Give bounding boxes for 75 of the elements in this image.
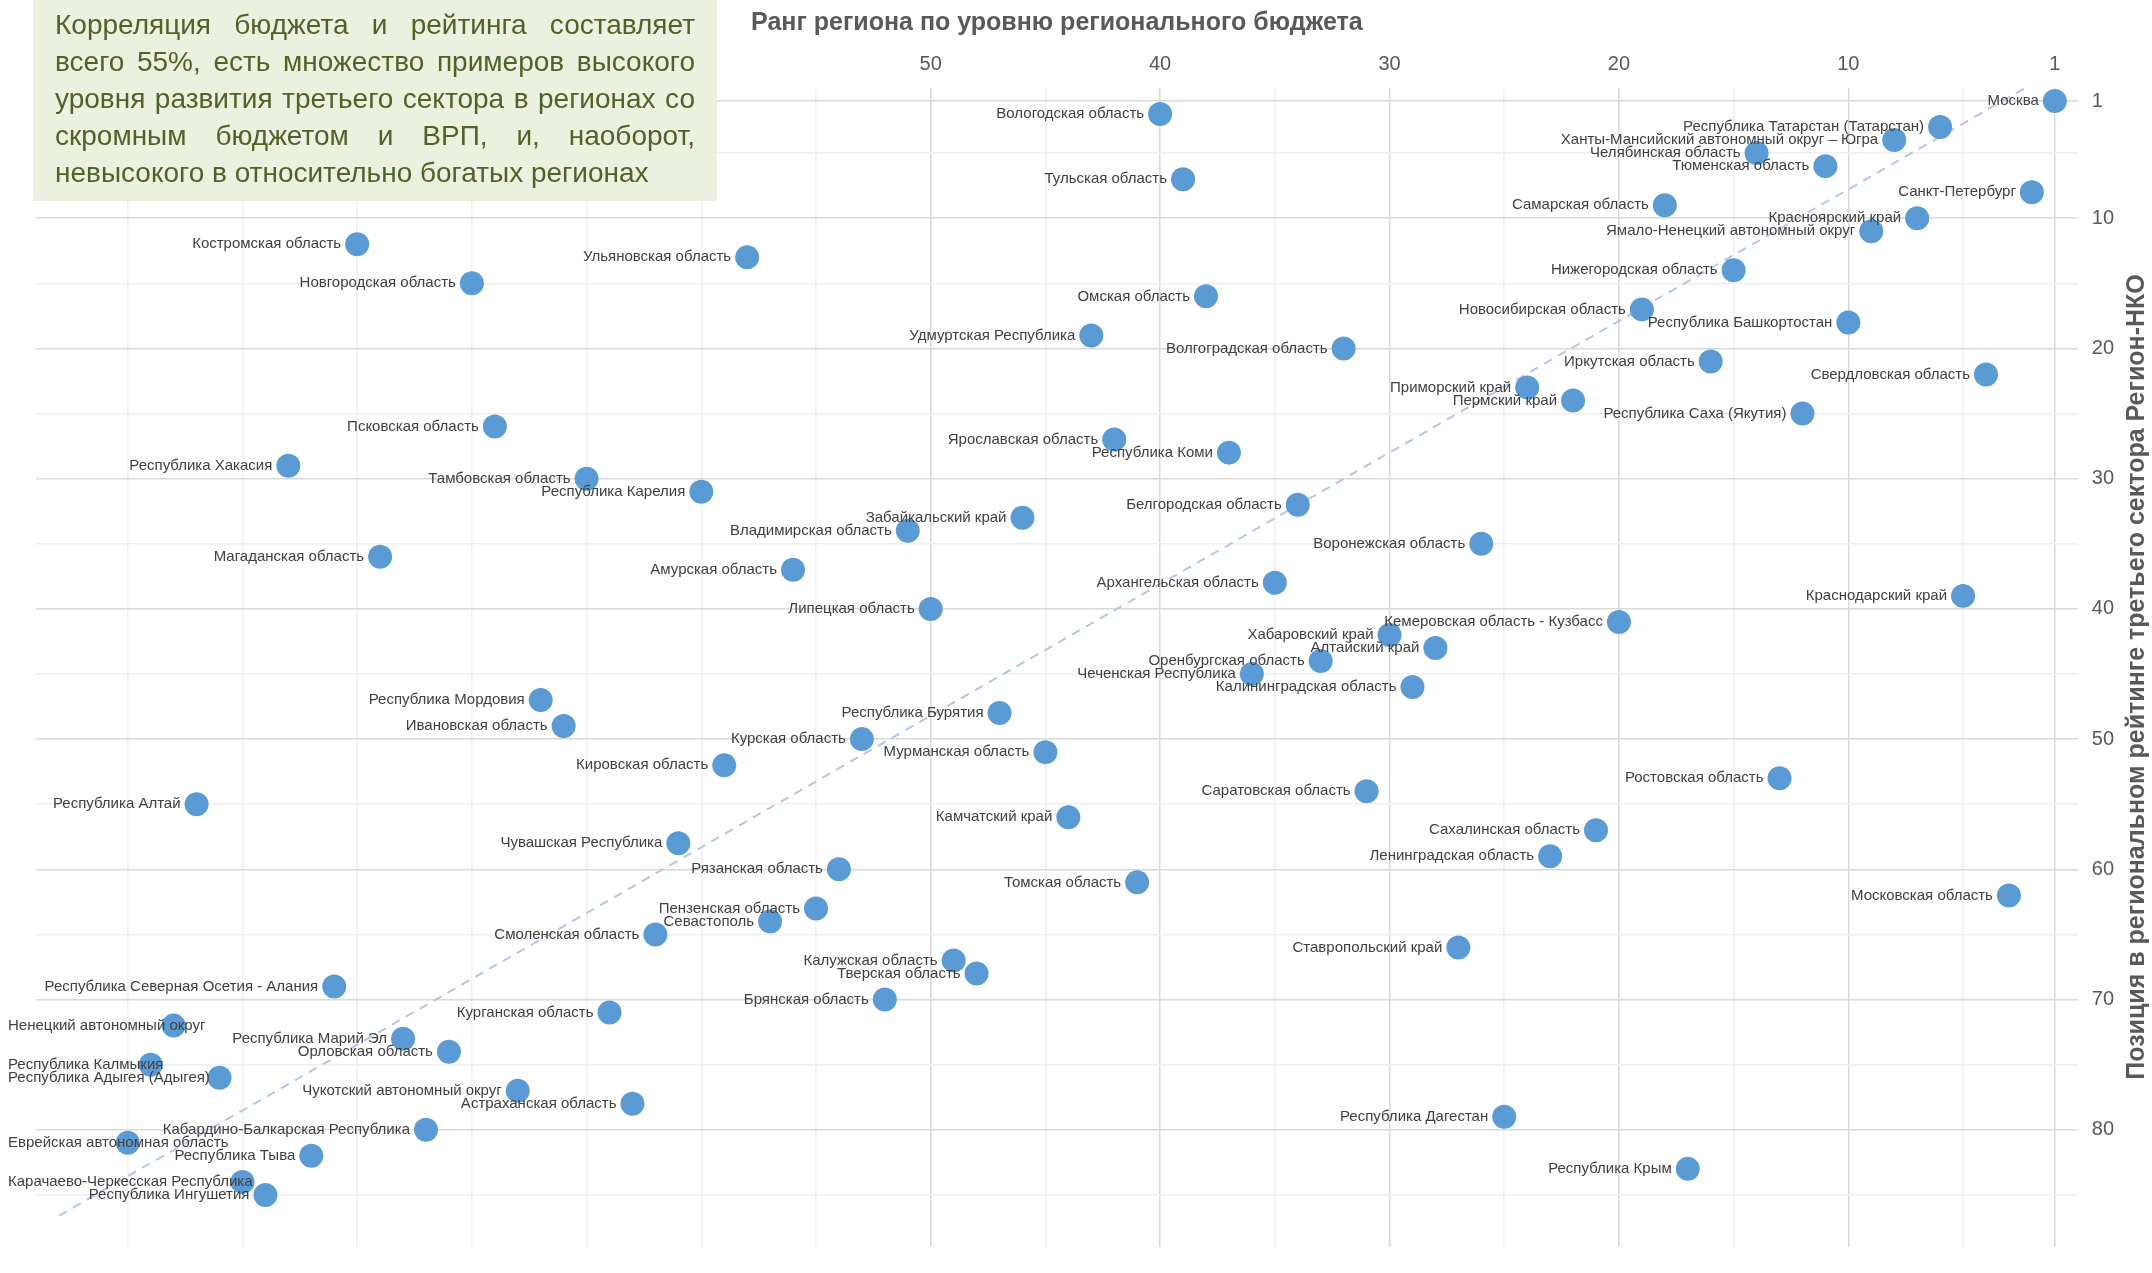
- annotation: Томская область: [1003, 872, 1122, 890]
- x-tick-label: 30: [1378, 51, 1401, 74]
- annotation: Московская область: [1850, 885, 1994, 903]
- annotation: Ульяновская область: [582, 247, 732, 265]
- annotation: Республика Крым: [1548, 1159, 1672, 1177]
- annotation: Ивановская область: [405, 716, 548, 734]
- annotation: Республика Татарстан (Татарстан): [1683, 117, 1925, 135]
- annotation: Магаданская область: [213, 546, 365, 564]
- annotation: Псковская область: [347, 416, 480, 434]
- y-tick-label: 1: [2091, 88, 2103, 111]
- x-tick-label: 20: [1607, 51, 1631, 74]
- annotation: Курганская область: [456, 1002, 594, 1020]
- annotation: Ленинградская область: [1369, 846, 1535, 864]
- y-tick-label: 20: [2091, 335, 2114, 358]
- annotation: Республика Хакасия: [129, 455, 273, 473]
- annotation: Курская область: [730, 729, 847, 747]
- y-tick-label: 40: [2091, 596, 2114, 619]
- annotation: Смоленская область: [494, 924, 640, 942]
- annotation: Омская область: [1077, 286, 1191, 304]
- y-tick-label: 70: [2091, 987, 2114, 1010]
- x-axis-title: Ранг региона по уровню регионального бюджета: [751, 6, 1364, 35]
- annotation: Пензенская область: [658, 898, 801, 916]
- annotation: Белгородская область: [1126, 494, 1282, 512]
- y-axis-title: Позиция в региональном рейтинге третьего сектора Регион-НКО: [2120, 274, 2150, 1080]
- annotation: Республика Северная Осетия - Алания: [44, 976, 319, 994]
- annotation: Кировская область: [576, 755, 709, 773]
- annotation: Забайкальский край: [865, 507, 1007, 525]
- annotation: Самарская область: [1511, 195, 1649, 213]
- annotation: Республика Мордовия: [368, 690, 525, 708]
- annotation: Чувашская Республика: [500, 833, 663, 851]
- annotation: Новгородская область: [299, 273, 457, 291]
- annotation: Краснодарский край: [1805, 586, 1948, 604]
- annotation: Камчатский край: [935, 807, 1053, 825]
- annotation: Архангельская область: [1096, 572, 1259, 590]
- annotation: Костромская область: [192, 234, 342, 252]
- annotation: Тульская область: [1044, 169, 1168, 187]
- annotation: Калининградская область: [1215, 677, 1397, 695]
- annotation: Республика Алтай: [52, 794, 181, 812]
- x-tick-label: 1: [2049, 51, 2061, 74]
- y-tick-label: 60: [2091, 856, 2114, 879]
- annotation: Ростовская область: [1624, 768, 1764, 786]
- annotation: Нижегородская область: [1550, 260, 1718, 278]
- annotation: Волгоградская область: [1165, 338, 1328, 356]
- annotation: Мурманская область: [883, 742, 1030, 760]
- annotation: Рязанская область: [691, 859, 824, 877]
- annotation: Тамбовская область: [428, 468, 571, 486]
- annotation: Удмуртская Республика: [909, 325, 1076, 343]
- annotation: Ставропольский край: [1292, 937, 1443, 955]
- y-tick-label: 10: [2091, 205, 2114, 228]
- x-tick-label: 10: [1837, 51, 1860, 74]
- annotation: Сахалинская область: [1428, 820, 1581, 838]
- annotation: Москва: [1987, 91, 2040, 109]
- annotation: Воронежская область: [1313, 533, 1466, 551]
- annotation: Республика Дагестан: [1339, 1106, 1489, 1124]
- y-tick-label: 80: [2091, 1117, 2114, 1140]
- annotation: Санкт-Петербург: [1898, 182, 2017, 200]
- y-tick-label: 30: [2091, 466, 2114, 489]
- y-tick-label: 50: [2091, 726, 2114, 749]
- annotation: Иркутская область: [1564, 351, 1695, 369]
- annotation: Республика Саха (Якутия): [1603, 403, 1787, 421]
- annotation: Оренбургская область: [1148, 651, 1305, 669]
- annotation: Липецкая область: [788, 599, 915, 617]
- annotation: Брянская область: [743, 989, 869, 1007]
- annotation: Кемеровская область - Кузбасс: [1384, 612, 1604, 630]
- annotation: Свердловская область: [1810, 364, 1971, 382]
- annotation: Республика Башкортостан: [1647, 312, 1833, 330]
- annotation: Амурская область: [650, 559, 778, 577]
- annotation: Республика Бурятия: [841, 703, 984, 721]
- annotation: Саратовская область: [1201, 781, 1351, 799]
- annotation: Вологодская область: [996, 104, 1145, 122]
- annotation: Корреляция бюджета и рейтинга составляет всего 55%, есть множество примеров высокого уровня развития третьего сектора в регионах со скромным бюджетом и ВРП, и, наоборот, невысокого в относительно богатых регионах: [33, 0, 717, 201]
- x-tick-label: 50: [919, 51, 942, 74]
- annotation: Ярославская область: [947, 429, 1099, 447]
- annotation: Новосибирская область: [1458, 299, 1627, 317]
- x-tick-label: 40: [1148, 51, 1172, 74]
